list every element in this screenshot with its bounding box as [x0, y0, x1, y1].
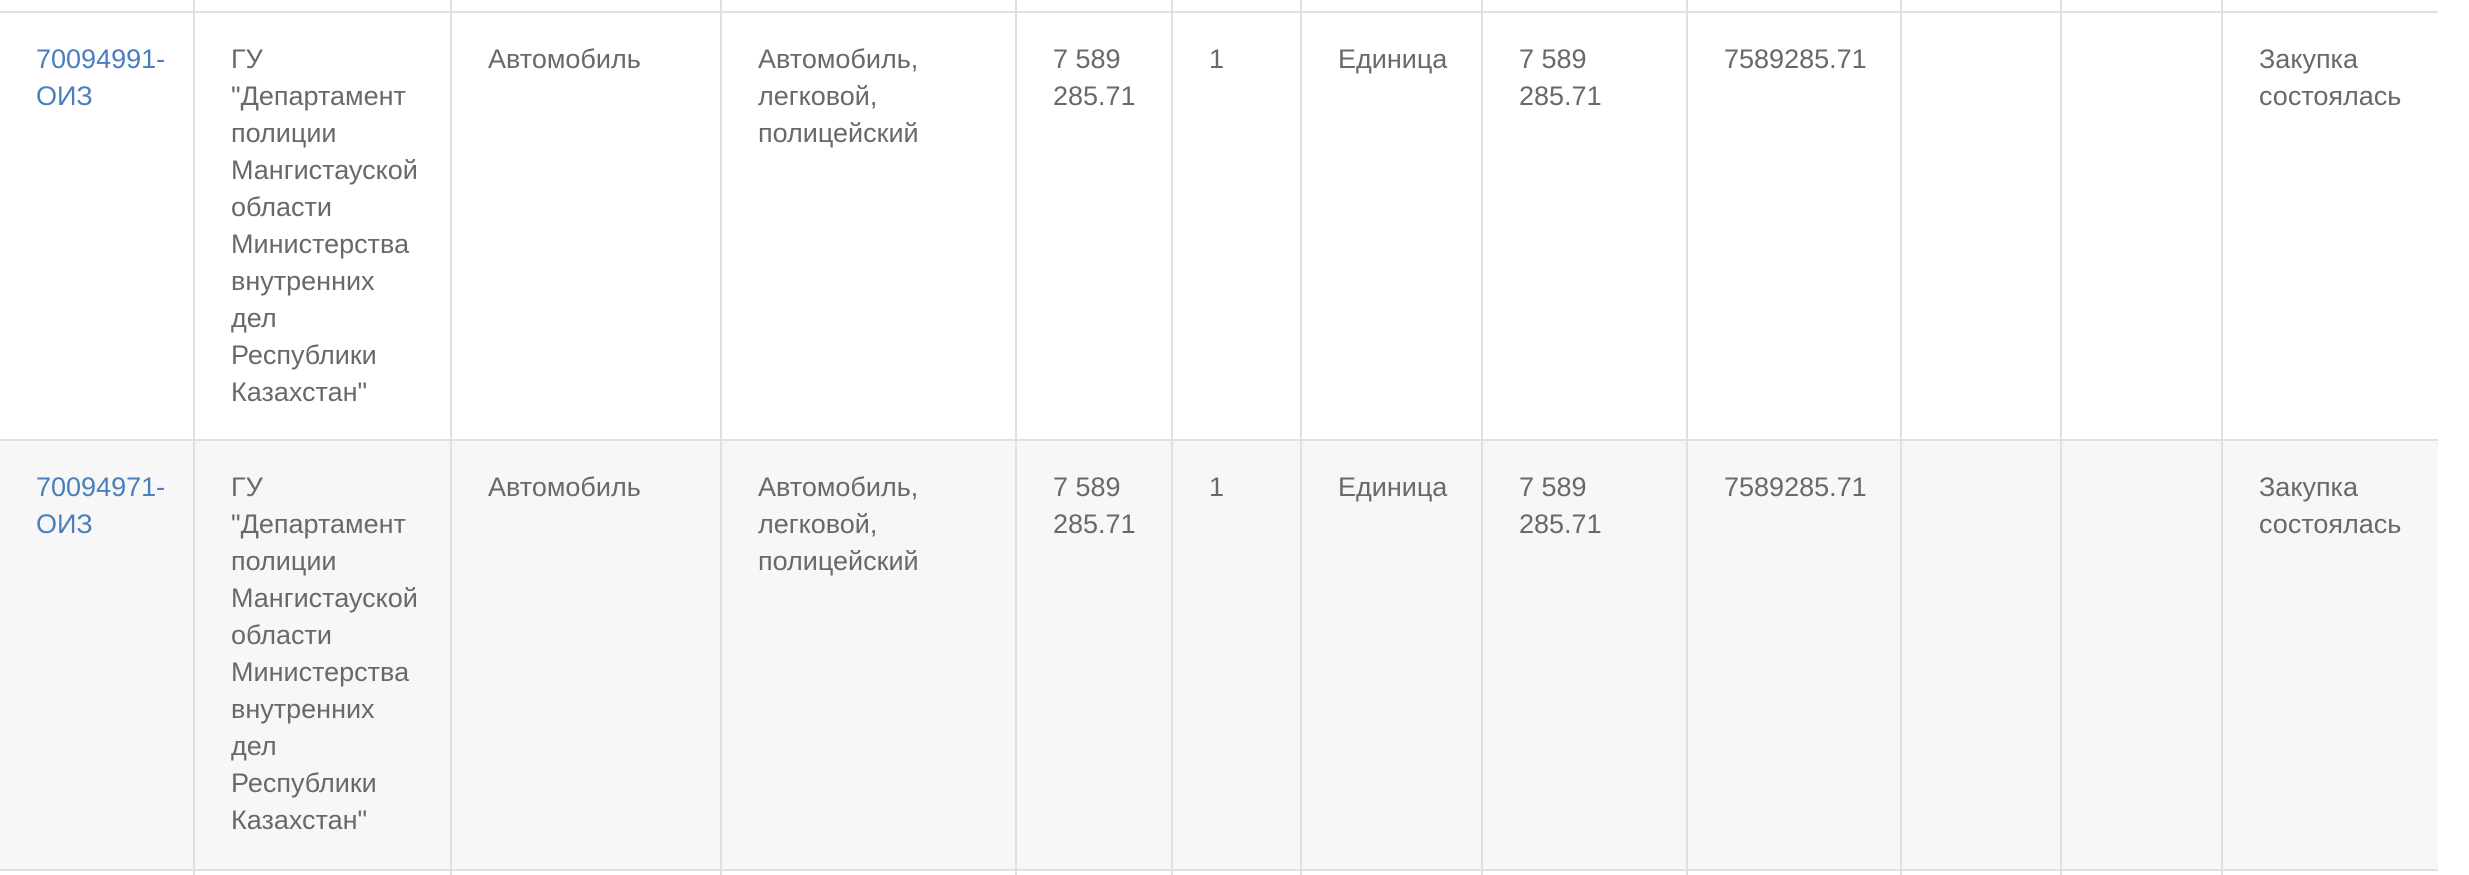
next-row-fragment	[0, 871, 2438, 875]
spacer-cell	[2062, 0, 2223, 13]
spacer-cell	[1688, 0, 1902, 13]
spacer-cell	[1483, 871, 1688, 875]
unit-cell: Единица	[1302, 441, 1483, 871]
sum-cell: 7589285.71	[1688, 441, 1902, 871]
empty-cell	[1902, 13, 2062, 441]
spacer-cell	[1017, 871, 1173, 875]
empty-cell	[2062, 441, 2223, 871]
spacer-cell	[452, 0, 722, 13]
spacer-cell	[1302, 871, 1483, 875]
spacer-cell	[2062, 871, 2223, 875]
spacer-cell	[1902, 871, 2062, 875]
spacer-cell	[1017, 0, 1173, 13]
spacer-cell	[0, 871, 195, 875]
table-row: 70094991-ОИЗ ГУ "Департамент полиции Ман…	[0, 13, 2438, 441]
spacer-cell	[2223, 0, 2438, 13]
spacer-cell	[1302, 0, 1483, 13]
spacer-cell	[1483, 0, 1688, 13]
item-description-cell: Автомобиль, легковой, полицейский	[722, 441, 1017, 871]
spacer-cell	[1173, 871, 1302, 875]
spacer-cell	[195, 871, 452, 875]
spacer-cell	[722, 0, 1017, 13]
spacer-cell	[2223, 871, 2438, 875]
spacer-cell	[452, 871, 722, 875]
quantity-cell: 1	[1173, 13, 1302, 441]
status-cell: Закупка состоялась	[2223, 13, 2438, 441]
announcement-number-cell: 70094991-ОИЗ	[0, 13, 195, 441]
quantity-cell: 1	[1173, 441, 1302, 871]
sum-cell: 7589285.71	[1688, 13, 1902, 441]
table-row: 70094971-ОИЗ ГУ "Департамент полиции Ман…	[0, 441, 2438, 871]
spacer-cell	[1902, 0, 2062, 13]
announcement-link[interactable]: 70094991-ОИЗ	[36, 44, 166, 111]
price-per-unit-cell: 7 589 285.71	[1017, 13, 1173, 441]
item-name-cell: Автомобиль	[452, 13, 722, 441]
customer-cell: ГУ "Департамент полиции Мангистауской об…	[195, 13, 452, 441]
spacer-cell	[1173, 0, 1302, 13]
item-name-cell: Автомобиль	[452, 441, 722, 871]
unit-cell: Единица	[1302, 13, 1483, 441]
status-cell: Закупка состоялась	[2223, 441, 2438, 871]
previous-row-fragment	[0, 0, 2438, 13]
spacer-cell	[195, 0, 452, 13]
announcement-link[interactable]: 70094971-ОИЗ	[36, 472, 166, 539]
empty-cell	[2062, 13, 2223, 441]
empty-cell	[1902, 441, 2062, 871]
customer-cell: ГУ "Департамент полиции Мангистауской об…	[195, 441, 452, 871]
announcement-number-cell: 70094971-ОИЗ	[0, 441, 195, 871]
total-price-cell: 7 589 285.71	[1483, 13, 1688, 441]
spacer-cell	[722, 871, 1017, 875]
price-per-unit-cell: 7 589 285.71	[1017, 441, 1173, 871]
spacer-cell	[0, 0, 195, 13]
item-description-cell: Автомобиль, легковой, полицейский	[722, 13, 1017, 441]
spacer-cell	[1688, 871, 1902, 875]
total-price-cell: 7 589 285.71	[1483, 441, 1688, 871]
